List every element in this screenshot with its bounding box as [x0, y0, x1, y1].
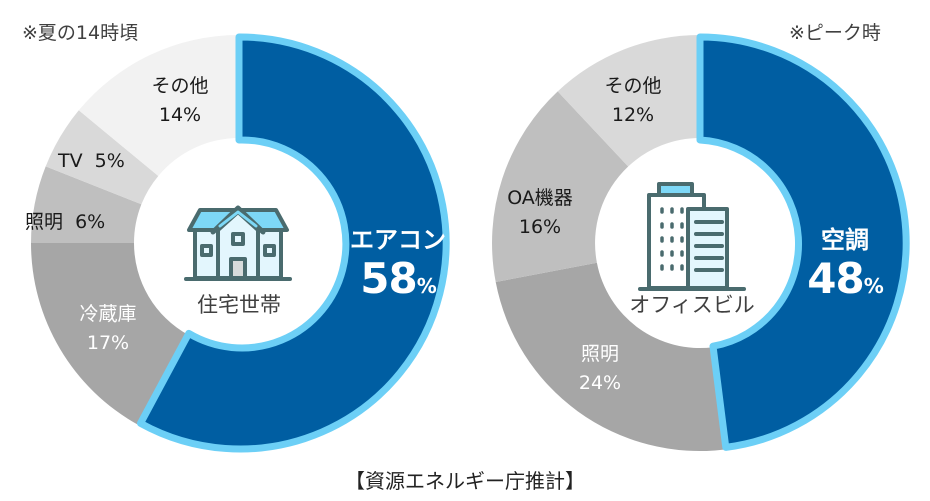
right-label-oa-value: 16% [518, 216, 562, 239]
office-building-icon [638, 182, 746, 291]
left-slice-lighting[interactable] [31, 166, 142, 243]
left-highlight-unit: % [416, 273, 437, 298]
left-center-label: 住宅世帯 [197, 293, 281, 317]
right-donut [492, 33, 910, 452]
right-slice-other[interactable] [557, 35, 700, 167]
left-label-other-name: その他 [151, 75, 209, 97]
left-label-fridge-name: 冷蔵庫 [79, 303, 137, 325]
left-label-fridge-value: 17% [86, 332, 130, 355]
right-highlight-label: 空調 48% [790, 226, 900, 303]
right-slice-lighting[interactable] [495, 262, 727, 452]
right-slice-oa[interactable] [492, 91, 629, 283]
right-highlight-number: 48 [807, 253, 864, 303]
left-slice-fridge[interactable] [31, 243, 189, 425]
right-label-other-value: 12% [611, 104, 655, 127]
right-label-lighting: 照明 24% [550, 340, 650, 399]
left-donut [31, 33, 450, 453]
left-label-other: その他 14% [130, 72, 230, 131]
left-highlight-name: エアコン [350, 226, 446, 254]
right-note: ※ピーク時 [789, 22, 881, 44]
right-label-lighting-name: 照明 [580, 343, 619, 365]
right-highlight-unit: % [863, 273, 884, 298]
left-slice-tv[interactable] [45, 110, 159, 205]
right-highlight-value: 48% [790, 253, 900, 303]
left-slice-other[interactable] [78, 34, 239, 177]
left-highlight-value: 58% [336, 253, 460, 303]
right-slice-aircon[interactable] [696, 33, 910, 451]
left-label-lighting: 照明 6% [25, 211, 106, 233]
right-label-other-name: その他 [604, 75, 662, 97]
left-note: ※夏の14時頃 [22, 22, 139, 44]
left-highlight-label: エアコン 58% [336, 226, 460, 303]
left-label-other-value: 14% [158, 104, 202, 127]
right-label-other: その他 12% [583, 72, 683, 131]
right-label-oa-name: OA機器 [507, 187, 573, 209]
right-label-oa: OA機器 16% [490, 184, 590, 243]
left-highlight-number: 58 [360, 253, 417, 303]
right-center-label: オフィスビル [629, 293, 755, 317]
left-slice-aircon[interactable] [137, 33, 450, 453]
source-note: 【資源エネルギー庁推計】 [345, 469, 585, 493]
right-label-lighting-value: 24% [578, 372, 622, 395]
right-highlight-name: 空調 [821, 226, 869, 254]
house-icon [184, 205, 292, 281]
left-label-fridge: 冷蔵庫 17% [58, 300, 158, 359]
left-label-tv: TV 5% [58, 150, 125, 172]
